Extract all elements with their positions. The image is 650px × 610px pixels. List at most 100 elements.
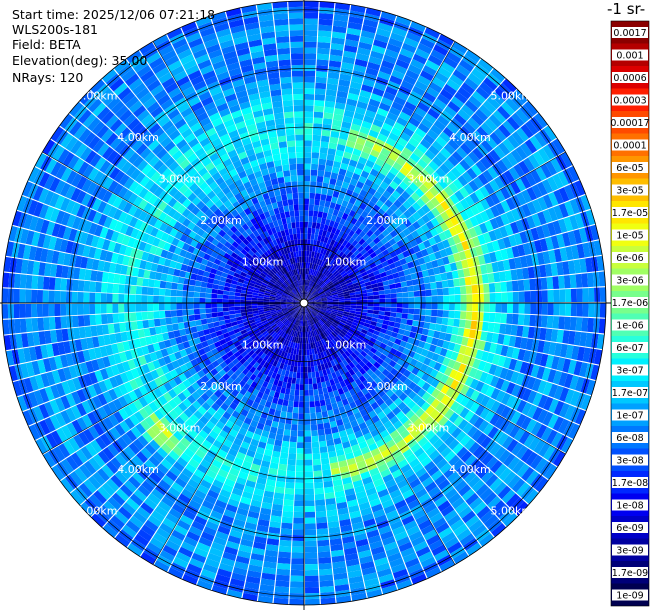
ppi-cell (428, 160, 439, 172)
ppi-cell (430, 316, 437, 324)
ppi-cell (309, 304, 316, 307)
ppi-cell (500, 380, 510, 392)
ppi-cell (400, 80, 414, 91)
ppi-cell (311, 227, 316, 235)
ppi-cell (304, 540, 317, 547)
ppi-cell (310, 275, 313, 281)
ppi-cell (194, 286, 201, 293)
ppi-cell (499, 271, 507, 282)
ppi-cell (464, 138, 477, 151)
ppi-cell (443, 186, 454, 197)
ppi-cell (335, 317, 342, 322)
ppi-cell (588, 287, 595, 302)
ppi-cell (338, 296, 345, 300)
ppi-cell (450, 334, 458, 343)
ppi-cell (314, 277, 319, 283)
ppi-cell (338, 308, 345, 312)
ppi-cell (299, 384, 304, 391)
ppi-cell (342, 288, 349, 293)
ppi-cell (552, 316, 560, 329)
ppi-cell (372, 87, 385, 97)
ppi-cell (308, 378, 313, 385)
ppi-cell (421, 117, 434, 129)
ppi-cell (277, 469, 287, 477)
ppi-cell (187, 303, 194, 310)
ppi-cell (321, 267, 326, 274)
ppi-cell (550, 157, 563, 173)
ppi-cell (344, 307, 351, 311)
ppi-cell (383, 54, 397, 65)
ppi-cell (517, 279, 525, 291)
ppi-cell (510, 208, 521, 222)
ppi-cell (324, 288, 330, 293)
ppi-cell (343, 326, 350, 332)
ppi-cell (433, 234, 442, 244)
ppi-cell (317, 429, 325, 436)
ppi-cell (506, 281, 513, 292)
ppi-cell (304, 93, 315, 100)
ppi-cell (575, 409, 586, 425)
ppi-cell (537, 409, 549, 424)
ppi-cell (500, 213, 510, 226)
ppi-cell (416, 173, 427, 184)
ppi-cell (440, 200, 450, 211)
ppi-cell (327, 251, 333, 258)
ppi-cell (443, 295, 450, 303)
ppi-cell (398, 222, 408, 231)
ppi-cell (158, 303, 165, 311)
ppi-cell (407, 313, 414, 320)
ppi-cell (362, 303, 368, 307)
ppi-cell (228, 306, 235, 311)
ppi-cell (539, 264, 547, 278)
ppi-cell (106, 293, 113, 303)
ppi-cell (447, 359, 456, 369)
ppi-cell (284, 493, 294, 501)
ppi-cell (512, 303, 519, 314)
ppi-cell (459, 126, 472, 139)
ppi-cell (381, 60, 395, 70)
ppi-cell (274, 486, 285, 494)
ppi-cell (553, 400, 565, 416)
ppi-cell (447, 101, 461, 113)
ppi-cell (559, 303, 566, 316)
ppi-cell (165, 281, 172, 289)
ppi-cell (569, 198, 580, 215)
ppi-cell (119, 322, 127, 333)
ppi-cell (330, 48, 343, 57)
ppi-cell (304, 448, 312, 454)
ppi-cell (304, 523, 316, 530)
ppi-cell (516, 192, 527, 206)
ppi-cell (442, 340, 450, 350)
ppi-cell (83, 280, 91, 292)
ppi-cell (308, 294, 313, 300)
ppi-cell (328, 66, 341, 74)
ppi-cell (434, 346, 443, 355)
ppi-cell (515, 373, 525, 386)
ppi-cell (354, 58, 368, 68)
ppi-cell (290, 383, 296, 390)
ppi-cell (246, 297, 252, 301)
ppi-cell (223, 315, 231, 320)
ppi-cell (36, 290, 43, 303)
ppi-cell (512, 313, 519, 325)
ppi-cell (193, 308, 200, 315)
ppi-cell (314, 199, 320, 206)
ppi-cell (314, 295, 321, 299)
ppi-cell (520, 217, 531, 231)
ppi-cell (319, 580, 334, 588)
ppi-cell (470, 401, 480, 414)
ppi-cell (412, 338, 420, 347)
ppi-cell (410, 325, 418, 333)
ppi-cell (495, 390, 506, 403)
ppi-cell (341, 212, 349, 221)
ppi-cell (164, 296, 171, 303)
ppi-cell (339, 187, 348, 195)
ppi-cell (464, 195, 475, 207)
ppi-cell (554, 248, 562, 263)
ppi-cell (491, 240, 501, 252)
ppi-cell (83, 292, 90, 303)
ppi-cell (488, 312, 496, 323)
ppi-cell (325, 279, 331, 285)
ppi-cell (388, 278, 395, 285)
ppi-cell (172, 323, 179, 331)
